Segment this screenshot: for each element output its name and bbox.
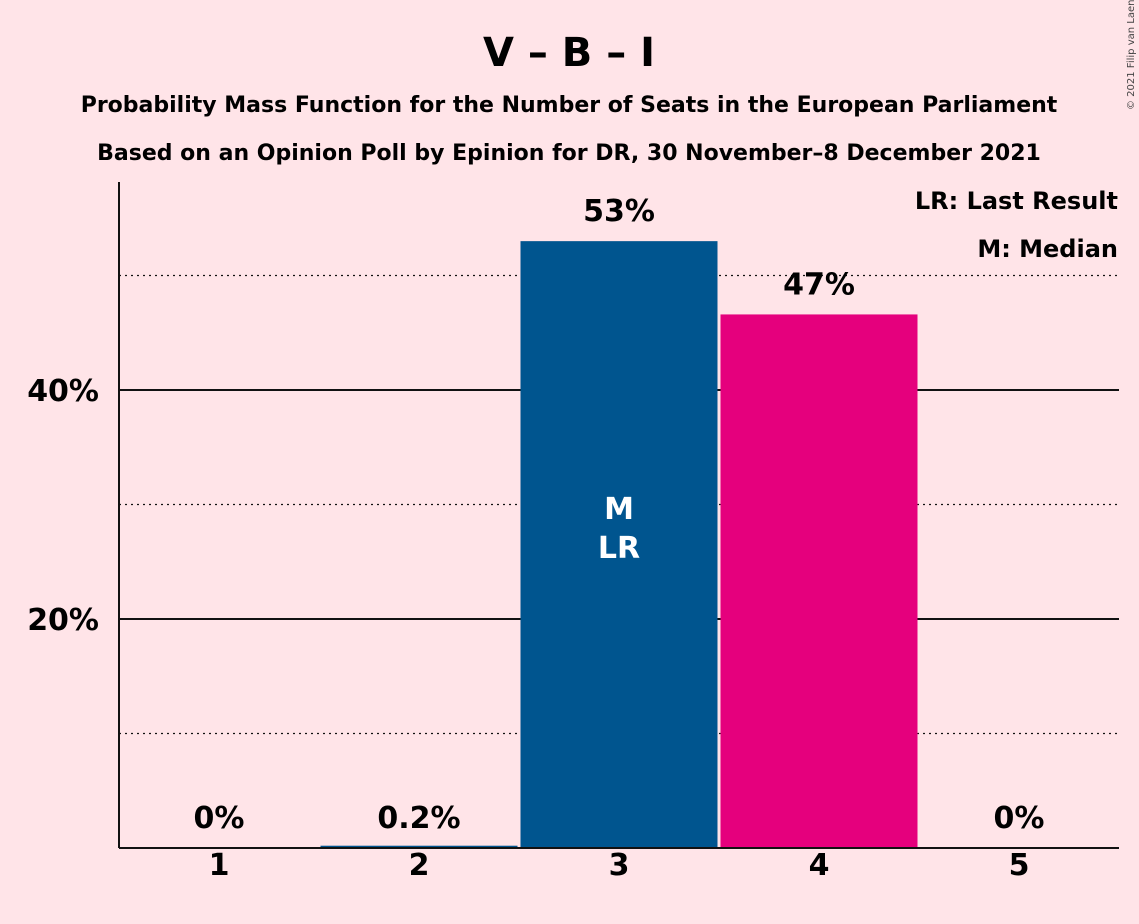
data-labels: 0% 0.2% 53% M LR 47% 0%	[194, 194, 1045, 836]
chart-title: V – B – I	[483, 30, 655, 76]
bar-inner-label: M	[604, 492, 634, 527]
bar-4	[720, 314, 918, 848]
chart-subtitle-2: Based on an Opinion Poll by Epinion for …	[97, 141, 1041, 166]
y-axis-ticks: 20% 40%	[27, 374, 99, 638]
bar-inner-label: LR	[598, 531, 640, 566]
x-tick-label: 2	[409, 848, 430, 883]
legend-median: M: Median	[977, 235, 1118, 263]
bar-3	[520, 241, 718, 848]
x-tick-label: 4	[809, 848, 830, 883]
data-label-5: 0%	[994, 801, 1045, 836]
data-label-3: 53%	[583, 194, 655, 229]
copyright-note: © 2021 Filip van Laenen	[1126, 0, 1137, 110]
data-label-1: 0%	[194, 801, 245, 836]
x-axis-ticks: 1 2 3 4 5	[209, 848, 1030, 883]
legend-last-result: LR: Last Result	[915, 187, 1118, 215]
chart-subtitle-1: Probability Mass Function for the Number…	[81, 93, 1058, 118]
x-tick-label: 3	[609, 848, 630, 883]
y-tick-label: 20%	[27, 603, 99, 638]
bars	[320, 241, 918, 848]
bar-2	[320, 845, 518, 848]
data-label-2: 0.2%	[377, 801, 460, 836]
y-tick-label: 40%	[27, 374, 99, 409]
x-tick-label: 1	[209, 848, 230, 883]
data-label-4: 47%	[783, 267, 855, 302]
x-tick-label: 5	[1009, 848, 1030, 883]
